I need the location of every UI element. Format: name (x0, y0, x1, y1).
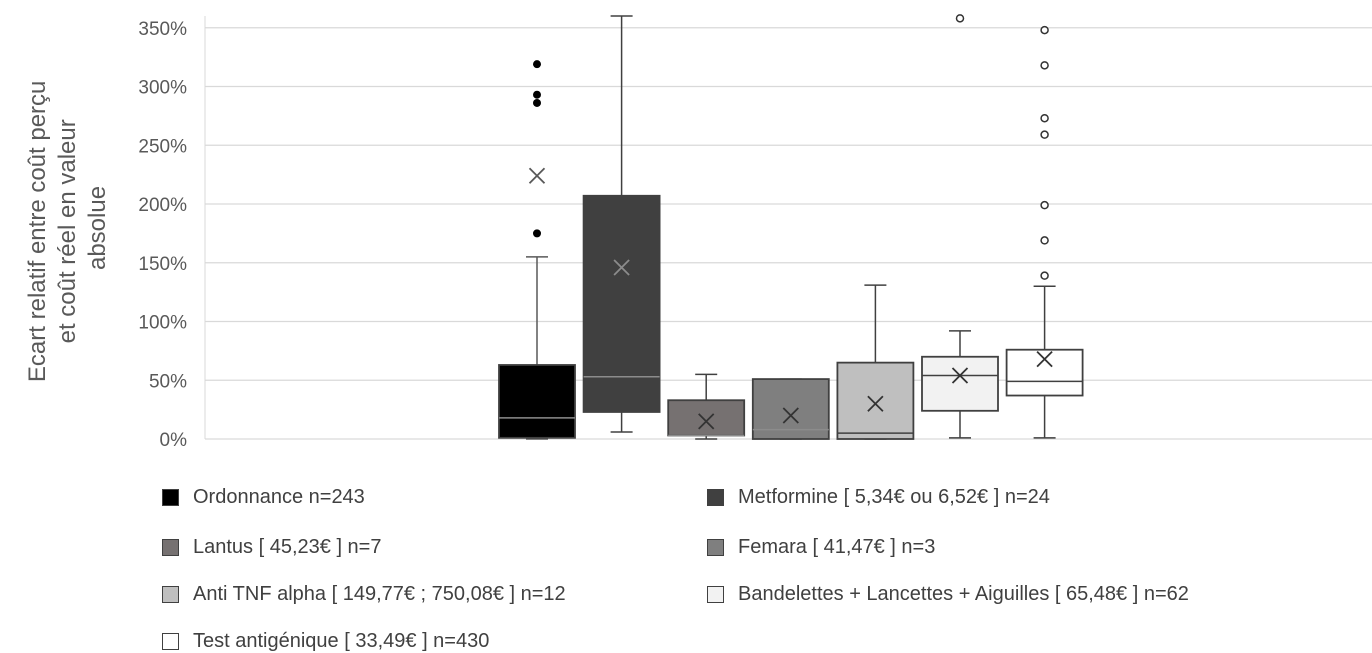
legend-label: Lantus [ 45,23€ ] n=7 (193, 536, 382, 558)
legend-label: Test antigénique [ 33,49€ ] n=430 (193, 630, 490, 652)
outlier-point (1040, 236, 1049, 245)
y-tick-label: 100% (138, 313, 187, 334)
y-tick-label: 150% (138, 254, 187, 275)
box-group (1005, 25, 1084, 439)
legend-swatch (707, 539, 724, 556)
box-group (667, 373, 746, 440)
legend-item: Lantus [ 45,23€ ] n=7 (162, 536, 382, 559)
mean-marker (867, 395, 884, 412)
outlier-point (1040, 130, 1049, 139)
y-tick-label: 350% (138, 19, 187, 40)
outlier-point (1040, 113, 1049, 123)
legend-item: Bandelettes + Lancettes + Aiguilles [ 65… (707, 583, 1189, 606)
box (498, 364, 576, 439)
legend-swatch (162, 489, 179, 506)
y-tick-label: 50% (149, 371, 187, 392)
box-group (921, 14, 999, 439)
legend-label: Ordonnance n=243 (193, 486, 365, 508)
legend-swatch (162, 539, 179, 556)
legend: Ordonnance n=243 Metformine [ 5,34€ ou 6,… (162, 478, 1282, 653)
outlier-point (533, 98, 541, 107)
outlier-point (955, 14, 965, 23)
y-axis-label-line-3: absolue (84, 186, 111, 270)
box-group (836, 284, 915, 440)
box (1005, 348, 1084, 397)
legend-label: Anti TNF alpha [ 149,77€ ; 750,08€ ] n=1… (193, 583, 566, 605)
mean-marker (528, 167, 546, 184)
y-tick-label: 0% (160, 430, 188, 451)
legend-label: Metformine [ 5,34€ ou 6,52€ ] n=24 (738, 486, 1050, 508)
legend-item: Femara [ 41,47€ ] n=3 (707, 536, 935, 559)
boxes (498, 14, 1084, 440)
legend-swatch (707, 489, 724, 506)
outlier-point (1040, 61, 1049, 70)
y-axis-ticks: 0% 50% 100% 150% 200% 250% 300% 350% (138, 19, 187, 451)
outlier-point (1040, 25, 1049, 35)
box-plot-chart: Ecart relatif entre coût perçu et coût r… (24, 14, 1372, 451)
y-axis-label-line-2: et coût réel en valeur (54, 119, 81, 343)
mean-marker (951, 367, 969, 384)
mean-marker (613, 259, 630, 276)
box (667, 399, 746, 437)
legend-item: Anti TNF alpha [ 149,77€ ; 750,08€ ] n=1… (162, 583, 566, 606)
y-tick-label: 300% (138, 78, 187, 99)
legend-item: Ordonnance n=243 (162, 486, 365, 509)
box (836, 361, 915, 440)
legend-swatch (707, 586, 724, 603)
y-axis-label: Ecart relatif entre coût perçu et coût r… (24, 74, 111, 382)
box-group (498, 60, 576, 440)
gridlines (205, 27, 1372, 440)
box (582, 194, 661, 413)
outlier-point (533, 90, 541, 99)
legend-label: Bandelettes + Lancettes + Aiguilles [ 65… (738, 583, 1189, 605)
outlier-point (1040, 271, 1049, 280)
box-group (751, 378, 830, 440)
outlier-point (533, 229, 541, 238)
y-tick-label: 250% (138, 136, 187, 157)
mean-marker (1036, 350, 1053, 368)
legend-label: Femara [ 41,47€ ] n=3 (738, 536, 936, 558)
legend-swatch (162, 633, 179, 650)
outlier-point (1040, 200, 1049, 210)
y-tick-label: 200% (138, 195, 187, 216)
legend-item: Test antigénique [ 33,49€ ] n=430 (162, 630, 489, 653)
legend-item: Metformine [ 5,34€ ou 6,52€ ] n=24 (707, 486, 1050, 509)
mean-marker (782, 407, 799, 424)
legend-swatch (162, 586, 179, 603)
y-axis-label-line-1: Ecart relatif entre coût perçu (24, 81, 51, 382)
outlier-point (533, 60, 541, 69)
box (921, 355, 999, 412)
box-group (582, 15, 661, 433)
mean-marker (698, 413, 715, 430)
